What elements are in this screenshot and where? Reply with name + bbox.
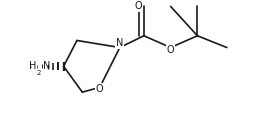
Text: H: H [29,61,36,71]
Text: O: O [135,1,143,11]
Text: O: O [167,45,174,55]
Text: O: O [96,84,104,94]
Text: N: N [43,61,50,71]
Text: N: N [116,38,123,48]
Text: 2: 2 [36,70,41,76]
